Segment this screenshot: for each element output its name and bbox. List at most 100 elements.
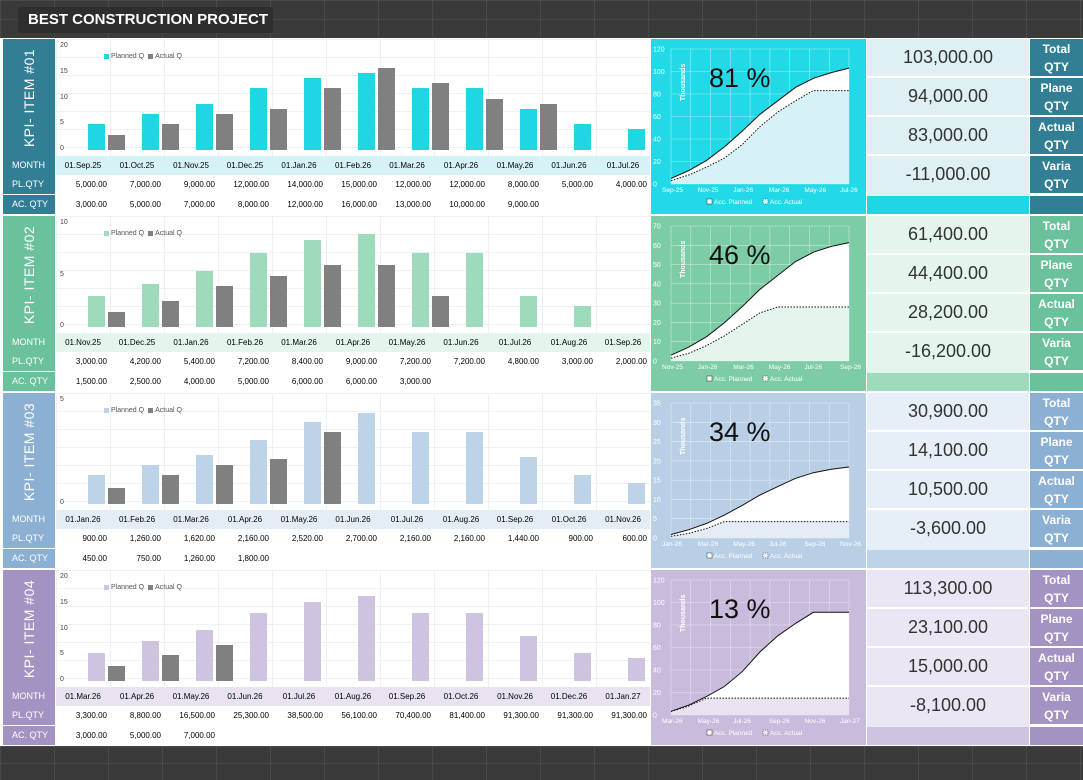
planned-qty-row: 5,000.00 7,000.00 9,000.00 12,000.00 14,000.… [56, 175, 650, 195]
mini-legend-actual: Acc. Actual [770, 730, 803, 737]
kpi-label-line2: QTY [1044, 237, 1069, 251]
bottom-grid-strip [0, 746, 1083, 780]
page-title: BEST CONSTRUCTION PROJECT [18, 7, 273, 33]
legend-actual-label: Actual Q [155, 53, 182, 60]
mini-legend-planned-swatch [706, 198, 713, 205]
qty-cell: 7,000.00 [183, 200, 215, 209]
y-tick-label: 15 [60, 67, 68, 75]
planned-bar [88, 124, 105, 150]
kpi-label-line1: Varia [1042, 336, 1071, 350]
acc-actual-area [671, 307, 849, 361]
row-label-pl: PL.QTY [3, 529, 55, 548]
month-cell: 01.Sep.26 [496, 515, 534, 524]
qty-cell: 1,620.00 [183, 534, 215, 543]
mini-y-tick: 60 [653, 243, 661, 250]
mini-y-tick: 120 [653, 47, 665, 54]
plane-qty-label: Plane QTY [1030, 78, 1083, 115]
acc-planned-area [671, 467, 849, 538]
month-cell: 01.Jun.26 [551, 161, 587, 170]
qty-cell: 1,800.00 [237, 554, 269, 563]
cumulative-chart: 120 100 80 60 40 20 0 Sep-25 Nov-25 Jan-26 Mar-26 M… [651, 39, 866, 214]
legend-swatch-actual [148, 407, 154, 413]
acc-actual-line [670, 90, 849, 182]
qty-cell [326, 726, 377, 746]
month-cell: 01.Sep.26 [604, 338, 642, 347]
qty-cell: 8,000.00 [507, 180, 539, 189]
planned-bar [250, 252, 267, 327]
qty-cell [542, 372, 593, 392]
qty-cell: 7,000.00 [129, 180, 161, 189]
kpi-label-line2: QTY [1044, 60, 1069, 74]
qty-cell: 81,400.00 [449, 711, 485, 720]
actual-bar [324, 431, 341, 504]
kpi-label-line1: Plane [1040, 258, 1073, 272]
qty-cell: 5,000.00 [129, 200, 161, 209]
qty-cell: 900.00 [568, 534, 593, 543]
mini-x-tick: May-26 [769, 364, 791, 371]
legend-swatch-planned [104, 53, 109, 59]
chart-legend: Planned Q Actual Q [104, 230, 182, 237]
mini-x-tick: Nov-25 [698, 187, 719, 194]
planned-bar [304, 601, 321, 681]
legend-swatch-planned [104, 407, 109, 413]
month-cell: 01.Jan.26 [173, 338, 209, 347]
planned-qty-row: 900.00 1,260.00 1,620.00 2,160.00 2,520.00 2,… [56, 529, 650, 549]
mini-y-tick: 25 [653, 439, 661, 446]
mini-y-tick: 20 [653, 159, 661, 166]
planned-bar [142, 283, 159, 327]
planned-bar [520, 456, 537, 504]
qty-cell: 1,440.00 [507, 534, 539, 543]
mini-legend-actual: Acc. Actual [770, 376, 803, 383]
legend-planned-label: Planned Q [111, 407, 145, 414]
planned-bar [520, 635, 537, 681]
qty-cell [272, 549, 323, 569]
mini-y-tick: 20 [653, 458, 661, 465]
actual-bar [216, 113, 233, 150]
qty-cell: 38,500.00 [287, 711, 323, 720]
planned-bar [88, 652, 105, 681]
planned-qty-row: 3,300.00 8,800.00 16,500.00 25,300.00 38,500… [56, 706, 650, 726]
total-qty-label: Total QTY [1030, 216, 1083, 253]
plane-qty-label: Plane QTY [1030, 609, 1083, 646]
planned-bar [196, 271, 213, 327]
mini-y-tick: 70 [653, 224, 661, 231]
qty-cell [434, 372, 485, 392]
kpi-label-line2: QTY [1044, 99, 1069, 113]
mini-y-tick: 50 [653, 262, 661, 269]
top-banner: BEST CONSTRUCTION PROJECT [0, 0, 1083, 38]
month-cell: 01.Jul.26 [498, 338, 532, 347]
month-cell: 01.Feb.26 [226, 338, 264, 347]
qty-cell [596, 195, 647, 215]
y-tick-label: 5 [60, 270, 64, 278]
qty-cell [380, 549, 431, 569]
mini-legend-actual-swatch [762, 729, 769, 736]
qty-cell: 2,160.00 [453, 534, 485, 543]
month-cell: 01.Apr.26 [443, 161, 479, 170]
qty-cell: 5,000.00 [237, 377, 269, 386]
mini-y-tick: 20 [653, 320, 661, 327]
qty-cell: 3,000.00 [561, 357, 593, 366]
qty-cell: 16,500.00 [179, 711, 215, 720]
cumulative-chart-svg: 120 100 80 60 40 20 0 Sep-25 Nov-25 Jan-26 Mar-26 M… [653, 47, 858, 207]
qty-cell: 1,260.00 [129, 534, 161, 543]
month-cell: 01.Jun.26 [227, 692, 263, 701]
legend-swatch-actual [148, 584, 154, 590]
mini-y-tick: 30 [653, 301, 661, 308]
mini-y-tick: 120 [653, 578, 665, 585]
planned-bar [574, 306, 591, 327]
quantity-bar-chart: Planned Q Actual Q 10 5 0 [56, 216, 650, 334]
qty-cell [596, 726, 647, 746]
y-tick-label: 20 [60, 42, 68, 49]
y-tick-label: 15 [60, 598, 68, 606]
qty-cell [488, 726, 539, 746]
actual-qty-label: Actual QTY [1030, 471, 1083, 508]
y-tick-label: 20 [60, 573, 68, 580]
mini-x-tick: May-26 [804, 187, 826, 194]
total-qty-label: Total QTY [1030, 570, 1083, 607]
actual-bar [432, 296, 449, 327]
planned-bar [142, 113, 159, 150]
kpi-label-line1: Total [1042, 396, 1071, 410]
actual-bar [432, 83, 449, 150]
mini-y-tick: 60 [653, 645, 661, 652]
kpi-values: 61,400.00 44,400.00 28,200.00 -16,200.00 [867, 216, 1029, 391]
